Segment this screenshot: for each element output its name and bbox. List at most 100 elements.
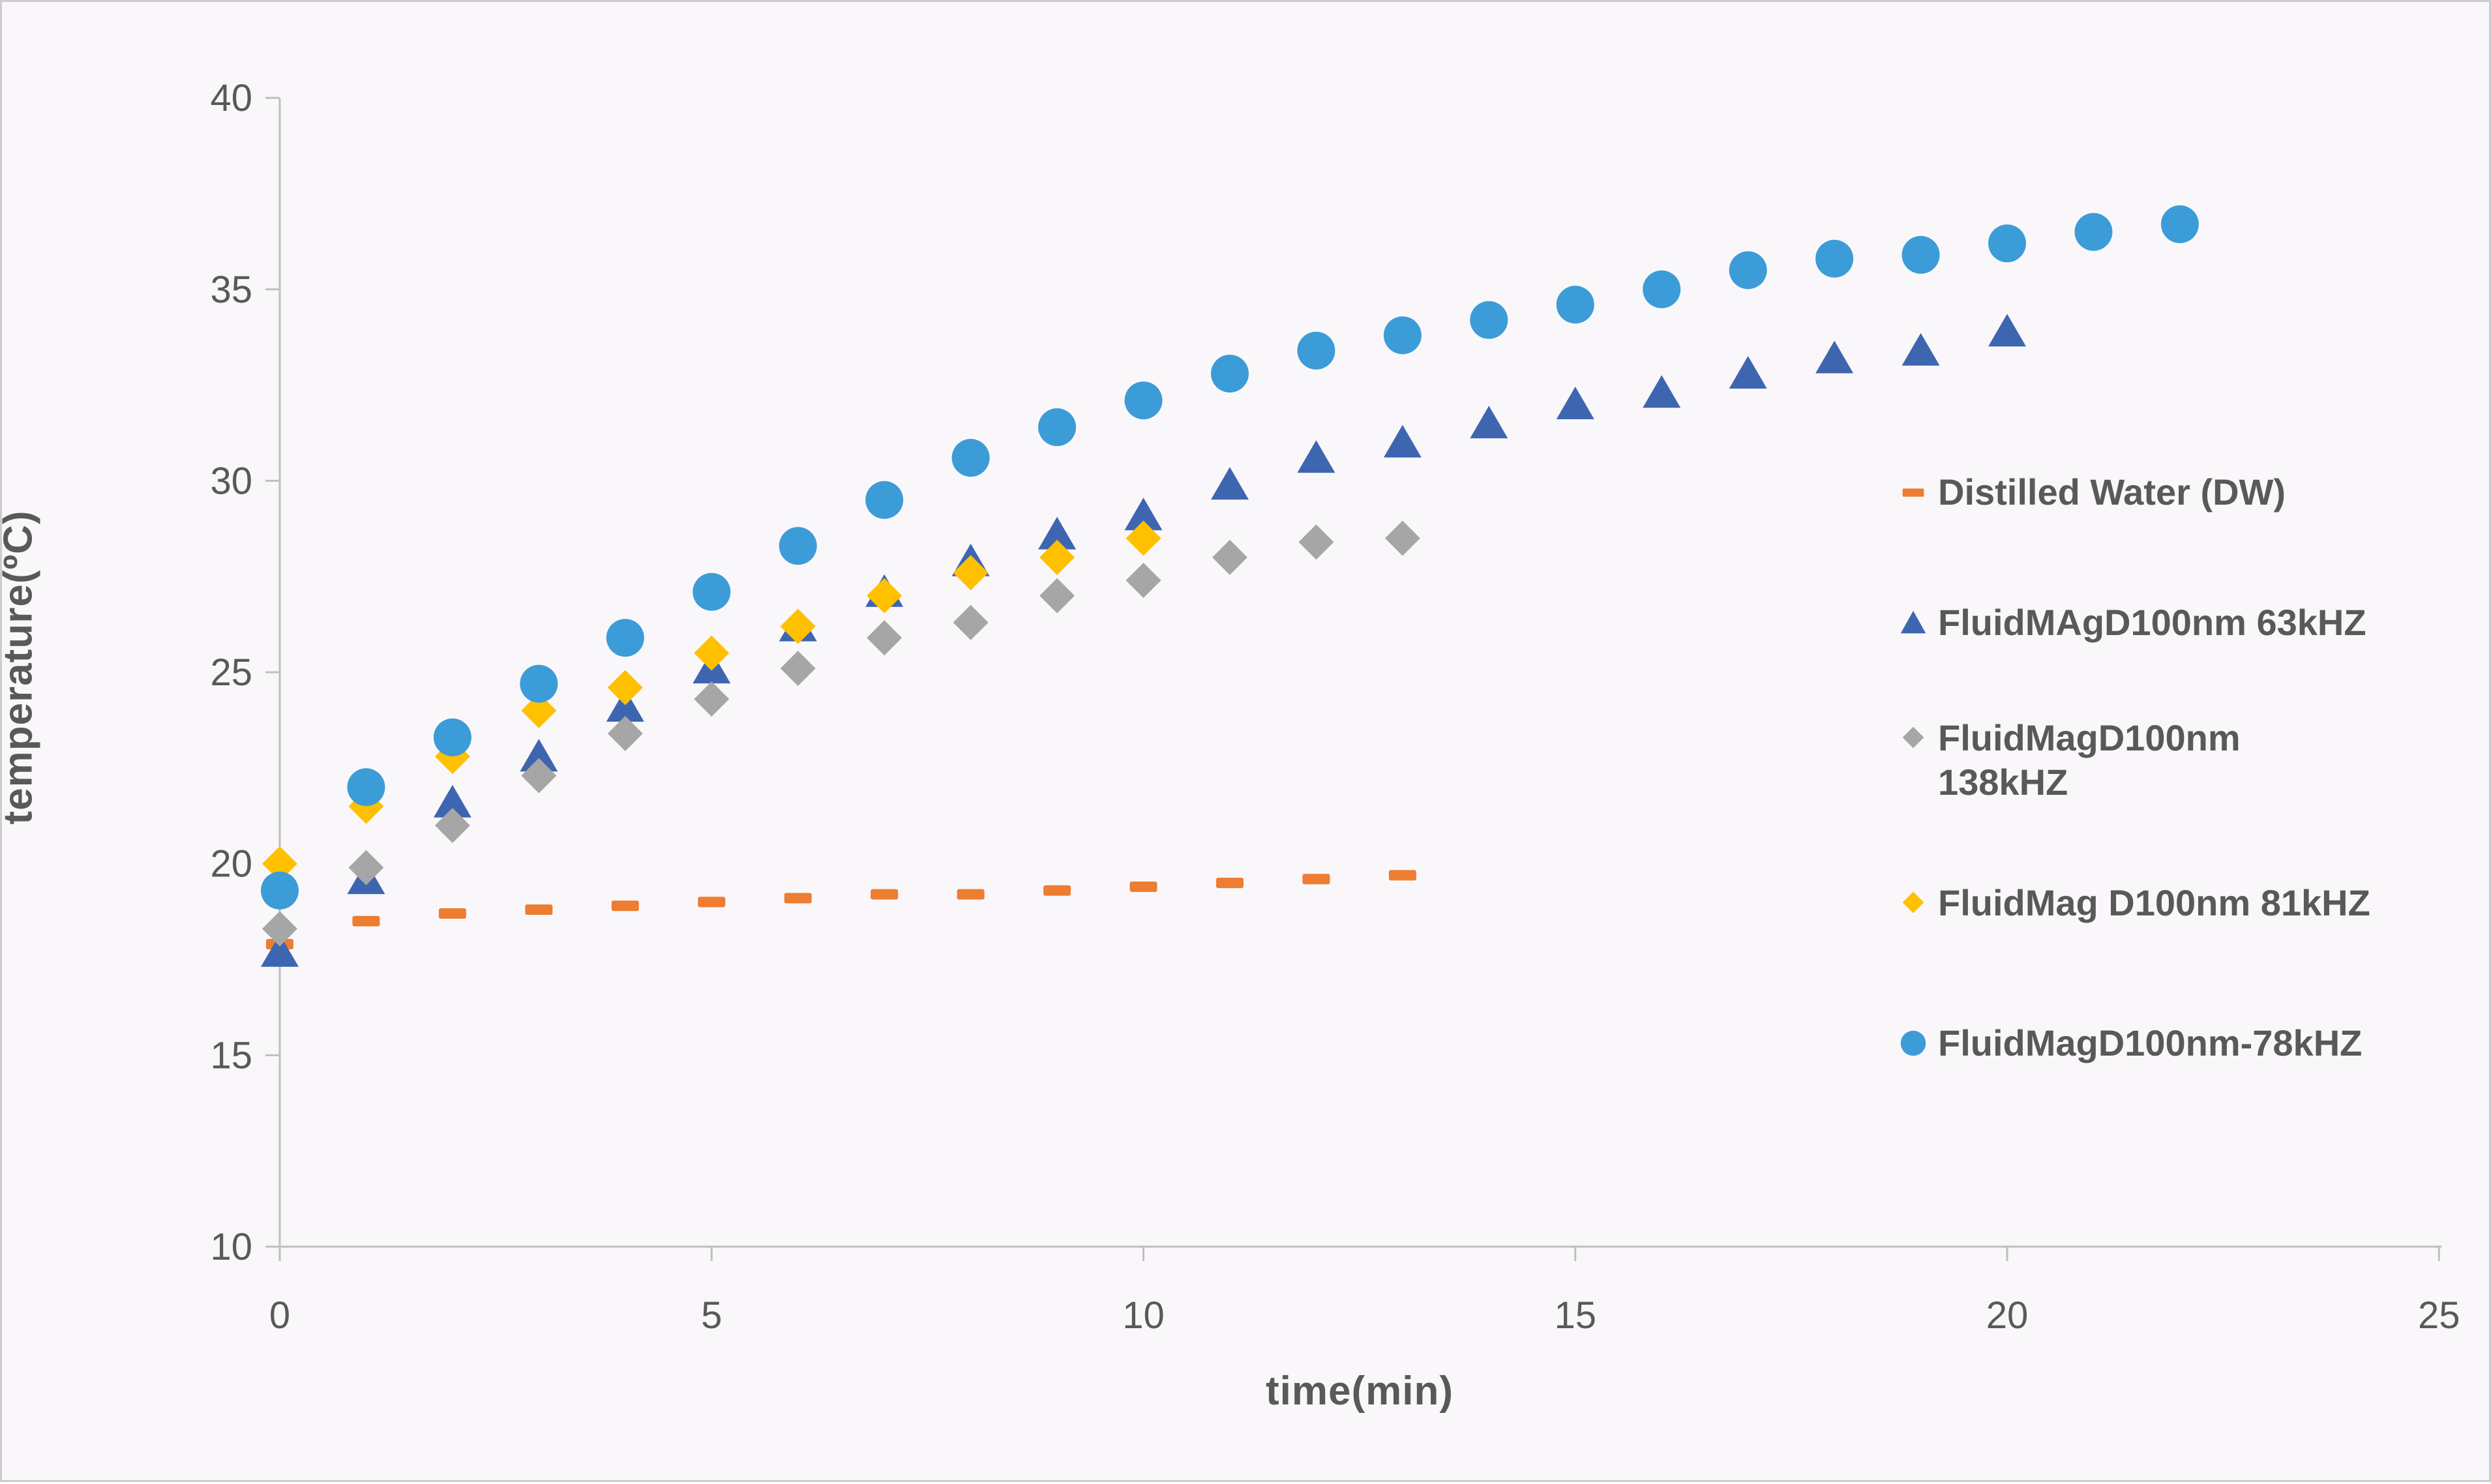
data-point-s3-9 xyxy=(1039,539,1075,575)
data-point-s1-14 xyxy=(1470,406,1508,439)
data-point-s4-3 xyxy=(520,664,558,703)
data-point-s2-1 xyxy=(348,850,384,885)
data-point-s4-1 xyxy=(347,768,385,807)
data-point-s4-8 xyxy=(951,439,990,477)
y-tick-label-25: 25 xyxy=(210,651,252,694)
data-point-s3-6 xyxy=(780,608,816,644)
data-point-s2-11 xyxy=(1212,539,1247,575)
data-point-s4-18 xyxy=(1815,239,1854,278)
data-point-s4-5 xyxy=(693,572,731,611)
legend-item-2: FluidMagD100nm 138kHZ xyxy=(1896,716,2241,805)
x-tick-label-25: 25 xyxy=(2418,1294,2460,1337)
data-point-s2-7 xyxy=(867,620,902,656)
legend-label: Distilled Water (DW) xyxy=(1938,471,2286,512)
data-point-s4-7 xyxy=(865,481,904,519)
legend-label: FluidMAgD100nm 63kHZ xyxy=(1938,602,2366,643)
data-point-s2-0 xyxy=(262,911,297,947)
data-point-s4-17 xyxy=(1729,251,1767,289)
y-tick-label-35: 35 xyxy=(210,269,252,311)
data-point-s3-8 xyxy=(953,555,989,591)
legend-dash-icon xyxy=(1896,470,1930,514)
data-point-s0-6 xyxy=(784,893,812,904)
data-point-s1-13 xyxy=(1383,424,1422,458)
data-point-s4-11 xyxy=(1210,354,1249,393)
data-point-s0-3 xyxy=(525,904,553,915)
data-point-s1-10 xyxy=(1124,497,1163,531)
data-point-s2-8 xyxy=(953,604,989,640)
y-tick-label-15: 15 xyxy=(210,1034,252,1076)
data-point-s4-2 xyxy=(433,718,471,756)
data-point-s1-15 xyxy=(1556,386,1594,419)
data-point-s4-13 xyxy=(1383,316,1422,355)
y-tick-label-40: 40 xyxy=(210,77,252,119)
data-point-s4-16 xyxy=(1643,270,1681,308)
x-tick-label-15: 15 xyxy=(1554,1294,1596,1337)
data-point-s1-17 xyxy=(1729,355,1767,389)
legend-diamond-icon xyxy=(1896,881,1930,925)
data-point-s0-7 xyxy=(871,889,899,900)
y-axis-title: temperature(ºC) xyxy=(0,510,41,825)
data-point-s1-9 xyxy=(1038,516,1077,550)
data-point-s1-0 xyxy=(261,934,299,967)
data-point-s0-2 xyxy=(438,908,466,919)
data-point-s0-11 xyxy=(1216,878,1244,889)
data-point-s1-16 xyxy=(1643,375,1681,408)
legend-item-0: Distilled Water (DW) xyxy=(1896,470,2286,514)
data-point-s3-7 xyxy=(867,578,902,614)
data-point-s2-4 xyxy=(607,716,643,752)
data-point-s2-2 xyxy=(434,807,470,843)
data-point-s0-5 xyxy=(698,897,726,908)
legend-diamond-icon xyxy=(1896,716,1930,760)
data-point-s0-1 xyxy=(352,915,380,927)
data-point-s3-5 xyxy=(694,635,730,671)
x-tick-label-5: 5 xyxy=(701,1294,722,1337)
data-point-s1-11 xyxy=(1210,467,1249,500)
y-tick-label-20: 20 xyxy=(210,843,252,885)
data-point-s4-10 xyxy=(1124,381,1163,420)
data-point-s0-12 xyxy=(1302,874,1330,885)
x-tick-label-20: 20 xyxy=(1986,1294,2029,1337)
data-point-s4-19 xyxy=(1902,235,1940,274)
data-point-s3-4 xyxy=(607,670,643,705)
data-point-s3-0 xyxy=(262,846,297,882)
data-point-s1-2 xyxy=(433,784,471,818)
data-point-s4-0 xyxy=(261,871,299,910)
y-tick-label-10: 10 xyxy=(210,1226,252,1268)
data-point-s0-10 xyxy=(1129,881,1157,892)
data-point-s4-6 xyxy=(779,527,817,565)
data-point-s2-10 xyxy=(1126,563,1161,599)
data-point-s4-12 xyxy=(1297,331,1335,370)
data-point-s2-9 xyxy=(1039,578,1075,614)
data-point-s4-15 xyxy=(1556,286,1594,324)
data-point-s0-13 xyxy=(1388,870,1416,881)
data-point-s0-9 xyxy=(1043,885,1071,896)
data-point-s4-14 xyxy=(1470,301,1508,339)
data-point-s4-21 xyxy=(2074,213,2113,251)
data-point-s2-6 xyxy=(780,651,816,687)
legend-label: FluidMagD100nm-78kHZ xyxy=(1938,1022,2363,1063)
data-point-s4-4 xyxy=(606,619,644,657)
x-tick-label-0: 0 xyxy=(269,1294,290,1337)
legend-item-3: FluidMag D100nm 81kHZ xyxy=(1896,881,2370,925)
data-point-s1-20 xyxy=(1988,314,2026,347)
data-point-s1-3 xyxy=(520,739,558,772)
data-point-s1-19 xyxy=(1902,333,1940,366)
data-point-s3-3 xyxy=(521,692,557,728)
x-axis-title: time(min) xyxy=(1266,1369,1454,1414)
data-point-s1-4 xyxy=(606,689,644,722)
data-point-s1-12 xyxy=(1297,440,1335,473)
legend-item-1: FluidMAgD100nm 63kHZ xyxy=(1896,601,2366,645)
data-point-s0-4 xyxy=(611,900,639,912)
data-point-s4-20 xyxy=(1988,224,2026,263)
data-point-s3-10 xyxy=(1126,520,1161,556)
data-point-s4-9 xyxy=(1038,408,1077,447)
legend-label: FluidMag D100nm 81kHZ xyxy=(1938,882,2370,923)
legend-circle-icon xyxy=(1896,1021,1930,1065)
x-tick-label-10: 10 xyxy=(1122,1294,1165,1337)
data-point-s4-22 xyxy=(2160,205,2199,243)
data-point-s2-13 xyxy=(1384,520,1420,556)
data-point-s2-3 xyxy=(521,758,557,794)
data-point-s0-8 xyxy=(957,889,985,900)
